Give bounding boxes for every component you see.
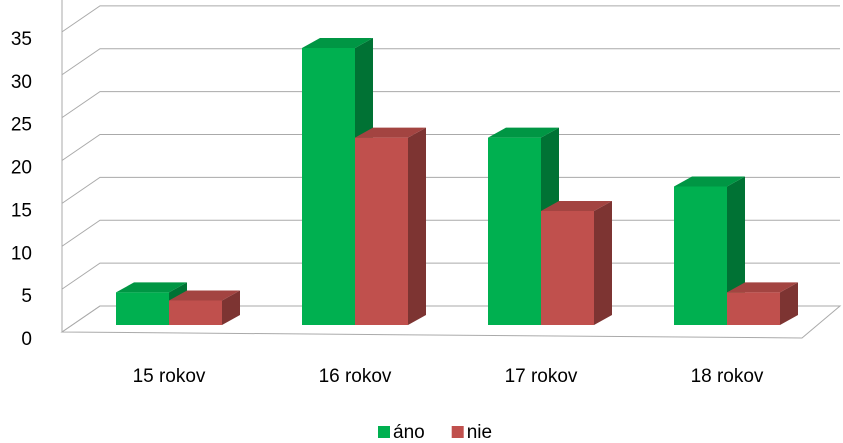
bar-face — [674, 176, 745, 187]
y-tick-label: 10 — [11, 243, 32, 264]
bar-face — [222, 290, 240, 325]
bar-face — [488, 127, 559, 138]
grid-line — [61, 48, 840, 76]
y-tick-label: 0 — [21, 329, 32, 350]
bar-face — [116, 292, 169, 325]
legend-swatch — [378, 426, 390, 438]
grid-line — [61, 5, 840, 33]
legend-swatch — [451, 426, 464, 438]
bar-face — [594, 200, 612, 325]
bar — [169, 290, 240, 325]
bar-face — [302, 48, 355, 325]
bar-face — [408, 127, 426, 325]
legend-label: áno — [393, 422, 425, 443]
y-tick-label: 15 — [11, 200, 32, 221]
x-tick-label: 15 rokov — [133, 366, 206, 387]
bar-face — [302, 38, 373, 48]
bar-face — [674, 186, 727, 325]
bar-face — [488, 137, 541, 325]
bar-face — [116, 282, 187, 293]
x-tick-label: 16 rokov — [319, 366, 392, 387]
grid-line — [61, 176, 840, 204]
x-tick-label: 18 rokov — [691, 366, 764, 387]
bar-face — [541, 210, 594, 325]
bar-face — [355, 137, 408, 325]
legend-label: nie — [467, 422, 492, 443]
bar-face — [169, 300, 222, 325]
bar-face — [541, 200, 612, 211]
bar — [727, 282, 798, 325]
y-tick-label: 25 — [11, 115, 32, 136]
y-tick-label: 20 — [11, 158, 32, 179]
x-tick-label: 17 rokov — [505, 366, 578, 387]
bar-face — [169, 290, 240, 301]
y-tick-label: 30 — [11, 72, 32, 93]
grid-line — [61, 91, 840, 119]
bar-face — [780, 282, 798, 325]
y-tick-label: 35 — [11, 29, 32, 50]
bar-face — [355, 127, 426, 138]
bar-face — [727, 292, 780, 325]
bar-face — [727, 282, 798, 293]
grid-line — [61, 134, 840, 161]
bar — [355, 127, 426, 325]
y-tick-label: 5 — [21, 286, 32, 307]
bar — [541, 200, 612, 325]
